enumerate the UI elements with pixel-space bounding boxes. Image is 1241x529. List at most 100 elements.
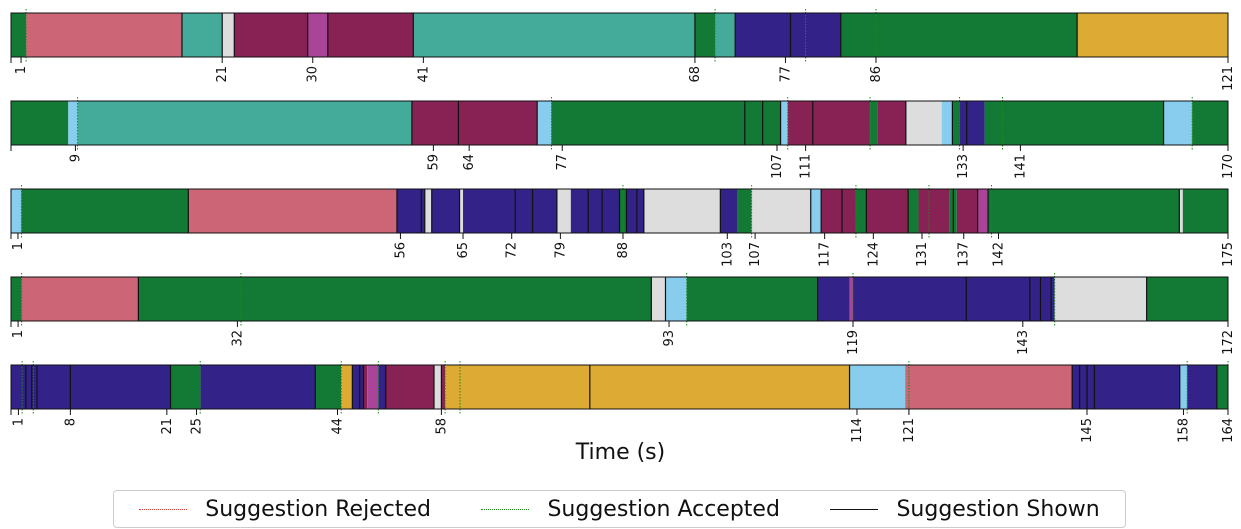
timeline-segment (138, 277, 652, 321)
timeline-segment (315, 365, 342, 409)
timeline-segment (952, 101, 960, 145)
legend: Suggestion Rejected Suggestion Accepted … (113, 490, 1126, 528)
timeline-segment (77, 101, 412, 145)
tick-label: 137 (957, 242, 972, 267)
timeline-segment (26, 13, 182, 57)
timeline-segment (751, 189, 811, 233)
timeline-segment (651, 277, 666, 321)
timeline-segment (396, 189, 425, 233)
timeline-segment (1192, 101, 1228, 145)
timeline-row-4: 1 32 93 119 143 172 (10, 273, 1236, 355)
timeline-segment (737, 189, 752, 233)
timeline-segment (787, 101, 871, 145)
timeline-segment (441, 365, 446, 409)
tick-label: 64 (462, 154, 477, 171)
legend-item-accepted: Suggestion Accepted (481, 496, 780, 522)
legend-label-rejected: Suggestion Rejected (205, 496, 431, 522)
legend-swatch-accepted (481, 508, 530, 510)
tick-label: 141 (1013, 154, 1028, 179)
timeline-segment (445, 365, 460, 409)
tick-label: 1 (11, 330, 26, 338)
tick-label: 170 (1221, 154, 1236, 179)
tick-label: 133 (956, 154, 971, 179)
timeline-segment (1182, 189, 1228, 233)
timeline-segment (1179, 189, 1183, 233)
timeline-row-3: 1 56 65 72 79 88 103 107 117 124 131 137 142 175 (10, 185, 1236, 267)
timeline-segment (988, 189, 1180, 233)
timeline-segment (459, 189, 464, 233)
tick-label: 143 (1016, 330, 1031, 355)
timeline-segment (181, 13, 223, 57)
row-frame (10, 188, 1229, 234)
tick-label: 93 (662, 330, 677, 347)
timeline-segment (849, 277, 853, 321)
timeline-segment (537, 101, 552, 145)
timeline-segment (877, 101, 906, 145)
legend-swatch-rejected (139, 508, 188, 510)
timeline-segment (200, 365, 316, 409)
tick-label: 175 (1221, 242, 1236, 267)
timeline-segment (570, 189, 620, 233)
row-frame (10, 276, 1229, 322)
timeline-segment (619, 189, 627, 233)
timeline-segment (626, 189, 644, 233)
tick-label: 8 (63, 418, 78, 426)
tick-label: 41 (416, 66, 431, 83)
timeline-segment (720, 189, 738, 233)
timeline-segment (363, 365, 368, 409)
tick-label: 1 (11, 242, 26, 250)
timeline-segment (1072, 365, 1180, 409)
timeline-segment (665, 277, 687, 321)
tick-label: 121 (1221, 66, 1236, 91)
timeline-segment (11, 13, 27, 57)
tick-label: 158 (1176, 418, 1191, 443)
tick-label: 131 (915, 242, 930, 267)
timeline-segment (849, 365, 906, 409)
tick-label: 114 (850, 418, 865, 443)
timeline-segment (556, 189, 571, 233)
timeline-segment (840, 13, 1078, 57)
timeline-segment (918, 189, 950, 233)
tick-label: 32 (230, 330, 245, 347)
timeline-segment (1146, 277, 1228, 321)
tick-label: 124 (866, 242, 881, 267)
tick-label: 142 (992, 242, 1007, 267)
timeline-segment (1187, 365, 1217, 409)
tick-label: 21 (215, 66, 230, 83)
timeline-segment (1216, 365, 1228, 409)
timeline-segment (352, 365, 364, 409)
legend-item-rejected: Suggestion Rejected (139, 497, 431, 522)
legend-label-accepted: Suggestion Accepted (547, 496, 780, 522)
timeline-segment (817, 277, 850, 321)
tick-label: 77 (778, 66, 793, 83)
timeline-segment (11, 189, 22, 233)
timeline-segment (341, 365, 353, 409)
timeline-segment (413, 13, 695, 57)
timeline-segment (21, 189, 189, 233)
legend-label-shown: Suggestion Shown (896, 496, 1100, 522)
tick-label: 117 (818, 242, 833, 267)
timeline-segment (643, 189, 721, 233)
tick-label: 1 (14, 66, 29, 74)
legend-item-shown: Suggestion Shown (830, 496, 1100, 522)
tick-label: 21 (160, 418, 175, 435)
row-frame (10, 100, 1229, 146)
timeline-segment (866, 189, 909, 233)
timeline-segment (385, 365, 434, 409)
timeline-segment (411, 101, 538, 145)
timeline-segment (780, 101, 788, 145)
timeline-segment (11, 365, 171, 409)
timeline-segment (1077, 13, 1228, 57)
row-frame (10, 12, 1229, 58)
timeline-segment (433, 365, 442, 409)
timeline-row-2: 9 59 64 77 107 111 133 141 170 (10, 97, 1236, 179)
timeline-segment (694, 13, 716, 57)
timeline-segment (234, 13, 308, 57)
timeline-segment (959, 101, 985, 145)
timeline-segment (905, 365, 1073, 409)
tick-label: 68 (688, 66, 703, 83)
timeline-segment (852, 277, 1055, 321)
row-frame (10, 364, 1229, 410)
timeline-segment (463, 189, 557, 233)
